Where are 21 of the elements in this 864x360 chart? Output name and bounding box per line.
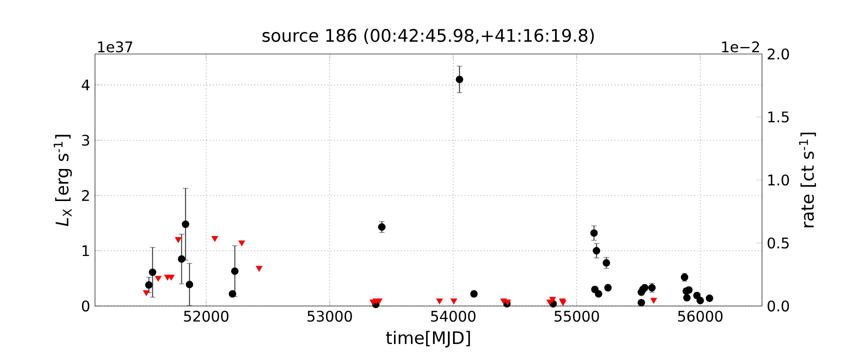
y2-tick-label: 2.0 (768, 48, 789, 60)
x-tick-label: 56000 (678, 310, 722, 322)
y2-tick-label: 0.0 (768, 300, 789, 312)
x-axis-title: time[MJD] (386, 330, 470, 348)
x-tick-label: 53000 (308, 310, 352, 322)
y-tick-label: 0 (82, 300, 90, 312)
y2-axis-title: rate [ct s$^{-1}$] (799, 132, 816, 228)
y2-tick-label: 0.5 (768, 237, 789, 249)
y-tick-label: 1 (82, 245, 89, 256)
y-tick-label: 4 (82, 80, 90, 90)
x-tick-label: 55000 (554, 310, 599, 322)
x-tick-label: 54000 (431, 310, 476, 322)
y-tick-label: 3 (82, 134, 90, 146)
y2-tick-label: 1.5 (768, 112, 789, 122)
text: 1e37 (98, 41, 132, 52)
y-tick-label: 2 (82, 190, 89, 201)
text: 1e−2 (722, 41, 759, 52)
x-tick-label: 52000 (184, 310, 228, 322)
y2-tick-label: 1.0 (768, 174, 789, 186)
y-axis-title: L$_{X}$ [erg s$^{-1}$] (54, 134, 72, 226)
chart-title: source 186 (00:42:45.98,+41:16:19.8) (262, 28, 594, 44)
